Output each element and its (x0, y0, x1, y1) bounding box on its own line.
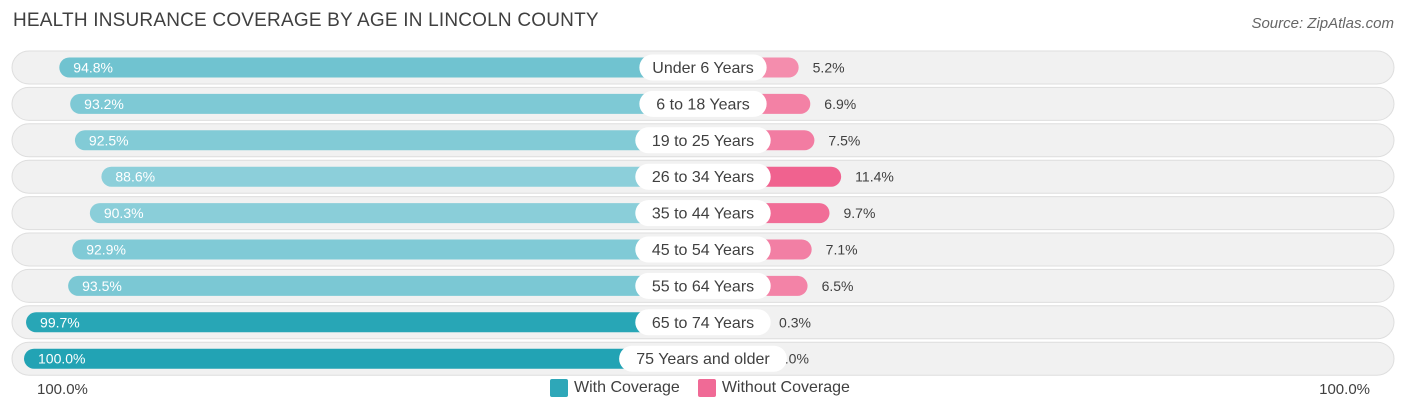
category-label-45-to-54-years: 45 to 54 Years (652, 242, 754, 259)
chart-canvas: 94.8% 5.2% Under 6 Years 93.2% 6.9% 6 to 18 Y… (11, 50, 1395, 376)
bar-with-coverage-26-to-34-years (101, 166, 703, 187)
axis-right-label: 100.0% (1319, 381, 1370, 398)
value-label-with-coverage-under-6-years: 94.8% (73, 60, 113, 76)
bar-with-coverage-19-to-25-years (74, 130, 704, 151)
value-label-with-coverage-26-to-34-years: 88.6% (115, 169, 155, 185)
category-pill-6-to-18-years (639, 90, 767, 117)
value-label-without-coverage-45-to-54-years: 7.1% (826, 242, 858, 258)
category-pill-19-to-25-years (635, 127, 771, 154)
bar-with-coverage-35-to-44-years (89, 203, 704, 224)
category-pill-35-to-44-years (635, 200, 771, 227)
category-label-65-to-74-years: 65 to 74 Years (652, 315, 754, 332)
category-label-35-to-44-years: 35 to 44 Years (652, 206, 754, 223)
category-label-26-to-34-years: 26 to 34 Years (652, 169, 754, 186)
value-label-with-coverage-55-to-64-years: 93.5% (82, 278, 122, 294)
axis-left-label: 100.0% (37, 381, 88, 398)
value-label-without-coverage-65-to-74-years: 0.3% (779, 314, 811, 330)
value-label-with-coverage-75-years-and-older: 100.0% (38, 351, 85, 367)
bar-with-coverage-under-6-years (59, 57, 704, 78)
bar-with-coverage-6-to-18-years (70, 93, 703, 114)
category-pill-under-6-years (639, 54, 767, 81)
legend-label-with-coverage: With Coverage (574, 379, 680, 396)
category-pill-65-to-74-years (635, 309, 771, 336)
category-label-75-years-and-older: 75 Years and older (636, 351, 770, 368)
value-label-with-coverage-19-to-25-years: 92.5% (89, 132, 129, 148)
bar-with-coverage-75-years-and-older (24, 348, 703, 369)
category-label-19-to-25-years: 19 to 25 Years (652, 133, 754, 150)
category-pill-55-to-64-years (635, 272, 771, 299)
legend-label-without-coverage: Without Coverage (721, 379, 850, 396)
bar-with-coverage-65-to-74-years (26, 312, 704, 333)
category-pill-75-years-and-older (619, 345, 787, 372)
category-pill-26-to-34-years (635, 163, 771, 190)
value-label-with-coverage-65-to-74-years: 99.7% (40, 314, 80, 330)
bar-with-coverage-45-to-54-years (72, 239, 704, 260)
category-label-55-to-64-years: 55 to 64 Years (652, 278, 754, 295)
value-label-without-coverage-6-to-18-years: 6.9% (824, 96, 856, 112)
value-label-without-coverage-under-6-years: 5.2% (813, 60, 845, 76)
value-label-with-coverage-35-to-44-years: 90.3% (104, 205, 144, 221)
value-label-without-coverage-26-to-34-years: 11.4% (855, 169, 894, 185)
value-label-without-coverage-35-to-44-years: 9.7% (844, 205, 876, 221)
value-label-with-coverage-6-to-18-years: 93.2% (84, 96, 124, 112)
bar-with-coverage-55-to-64-years (68, 275, 703, 296)
legend-swatch-with-coverage (550, 379, 568, 397)
chart-title: HEALTH INSURANCE COVERAGE BY AGE IN LINC… (13, 10, 599, 31)
category-pill-45-to-54-years (635, 236, 771, 263)
value-label-without-coverage-55-to-64-years: 6.5% (822, 278, 854, 294)
legend-item-with-coverage: With Coverage (550, 379, 680, 397)
legend: With Coverage Without Coverage (550, 379, 868, 397)
category-label-under-6-years: Under 6 Years (652, 60, 753, 77)
legend-swatch-without-coverage (697, 379, 716, 397)
value-label-with-coverage-45-to-54-years: 92.9% (86, 242, 126, 258)
category-label-6-to-18-years: 6 to 18 Years (656, 96, 749, 113)
legend-item-without-coverage: Without Coverage (697, 379, 850, 397)
value-label-without-coverage-19-to-25-years: 7.5% (828, 132, 860, 148)
source-label: Source: ZipAtlas.com (1251, 15, 1394, 32)
